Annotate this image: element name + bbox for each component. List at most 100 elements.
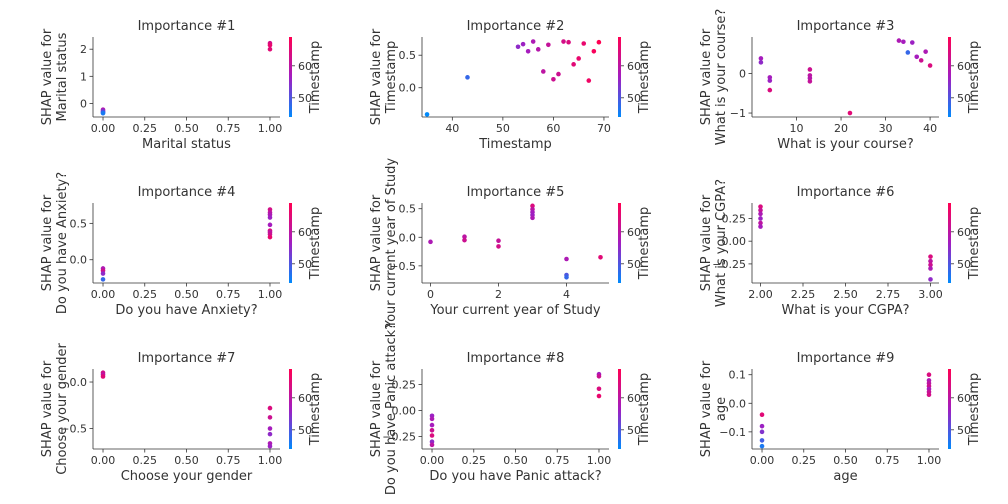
data-point	[914, 54, 920, 60]
data-point	[807, 67, 813, 72]
x-axis-label: Your current year of Study	[429, 303, 601, 318]
y-axis-label-line-2: Do you have Anxiety?	[55, 172, 70, 314]
y-axis-label-line-1: SHAP value for	[369, 194, 384, 291]
colorbar-tick-label: 60	[957, 226, 971, 239]
x-tick-label: 0.25	[133, 288, 158, 301]
y-tick-label: 0	[80, 97, 87, 110]
panel-8: Importance #8 0.00 0.25 0.50 0.75 1.00 −0.25 0.…	[369, 323, 652, 495]
y-axis-label-line-2: Do you have Panic attack?	[384, 323, 399, 495]
data-point	[847, 110, 853, 116]
y-tick-label: −0.1	[719, 426, 746, 439]
y-axis-label-line-2: age	[714, 397, 729, 421]
x-tick-label: 0.50	[174, 454, 199, 467]
panel-6: Importance #6 2.00 2.25 2.50 2.75 3.00 −0.25 0.…	[699, 179, 982, 318]
data-point	[767, 78, 773, 83]
y-axis-label-line-2: Your current year of Study	[384, 158, 399, 330]
data-point	[100, 110, 106, 116]
data-point	[551, 76, 556, 82]
data-point	[515, 44, 521, 50]
data-point	[496, 244, 501, 249]
data-point	[267, 426, 273, 431]
data-point	[767, 75, 773, 80]
y-tick-label: 0.5	[70, 217, 88, 230]
y-tick-label: 0.1	[729, 369, 747, 382]
panel-title: Importance #9	[797, 351, 895, 366]
data-point	[429, 416, 435, 422]
data-point	[758, 211, 763, 217]
x-tick-label: 0.50	[174, 288, 199, 301]
data-point	[807, 75, 813, 81]
data-point	[596, 393, 602, 399]
colorbar-label: Timestamp	[637, 207, 652, 281]
y-tick-label: −0.5	[60, 423, 87, 436]
colorbar-tick-label: 50	[298, 258, 312, 271]
x-tick-label: 20	[834, 122, 848, 135]
x-axis-label: Timestamp	[478, 137, 552, 152]
data-point	[905, 50, 911, 55]
colorbar	[618, 37, 621, 117]
y-axis-label: SHAP value for What is your CGPA?	[699, 179, 729, 307]
y-axis-label: SHAP value for Timestamp	[369, 28, 399, 125]
colorbar-label: Timestamp	[308, 41, 323, 115]
x-tick-label: 3.00	[918, 288, 943, 301]
data-point	[267, 405, 273, 411]
colorbar-tick-label: 60	[627, 226, 641, 239]
y-axis-label-line-2: What is your CGPA?	[714, 179, 729, 307]
data-point	[267, 42, 273, 48]
data-point	[556, 71, 561, 77]
data-point	[100, 277, 106, 282]
data-point	[535, 47, 541, 52]
panel-1: Importance #1 0.00 0.25 0.50 0.75 1.00 0 1 2 Mari…	[40, 19, 323, 152]
data-point	[896, 38, 902, 43]
x-tick-label: 0.75	[545, 454, 570, 467]
x-tick-label: 0.50	[174, 122, 199, 135]
data-point	[267, 222, 273, 228]
colorbar-tick-label: 60	[957, 392, 971, 405]
data-point	[807, 79, 813, 84]
y-tick-label: 0.5	[399, 203, 417, 216]
data-point	[758, 224, 763, 229]
y-axis-label: SHAP value for Do you have Anxiety?	[40, 172, 70, 314]
x-axis-label: Do you have Panic attack?	[429, 469, 601, 484]
y-tick-label: −1	[730, 107, 746, 120]
colorbar	[948, 37, 951, 117]
data-point	[759, 438, 765, 443]
panel-9: Importance #9 0.00 0.25 0.50 0.75 1.00 −0.1 0.0…	[699, 351, 982, 484]
data-point	[586, 78, 592, 83]
colorbar	[618, 203, 621, 283]
x-tick-label: 60	[546, 122, 560, 135]
data-point	[926, 372, 932, 378]
x-axis-label: Marital status	[142, 137, 231, 152]
data-point	[758, 207, 763, 213]
x-tick-label: 4	[563, 288, 570, 301]
data-point	[758, 56, 764, 61]
colorbar	[948, 369, 951, 449]
data-point	[928, 258, 933, 264]
data-point	[759, 423, 765, 429]
y-tick-label: −0.25	[382, 431, 416, 444]
x-axis-label: Do you have Anxiety?	[115, 303, 257, 318]
y-axis-label-line-2: Timestamp	[384, 41, 399, 115]
data-point	[928, 254, 933, 259]
colorbar-tick-label: 50	[627, 258, 641, 271]
data-point	[462, 234, 467, 240]
colorbar-label: Timestamp	[967, 41, 982, 115]
data-point	[581, 41, 587, 46]
panel-title: Importance #1	[138, 19, 236, 34]
colorbar-tick-label: 60	[298, 60, 312, 73]
data-point	[429, 442, 435, 448]
x-tick-label: 0.25	[792, 454, 817, 467]
y-axis-label: SHAP value for age	[699, 360, 729, 457]
data-point	[520, 41, 526, 47]
colorbar-tick-label: 60	[298, 392, 312, 405]
data-point	[267, 443, 273, 449]
x-axis-label: age	[833, 469, 857, 484]
data-point	[462, 237, 467, 243]
y-tick-label: 0.25	[722, 212, 747, 225]
colorbar-label: Timestamp	[967, 207, 982, 281]
x-tick-label: 0.25	[133, 122, 158, 135]
data-point	[564, 274, 569, 280]
data-point	[267, 234, 273, 240]
y-tick-label: 0.0	[399, 231, 417, 244]
